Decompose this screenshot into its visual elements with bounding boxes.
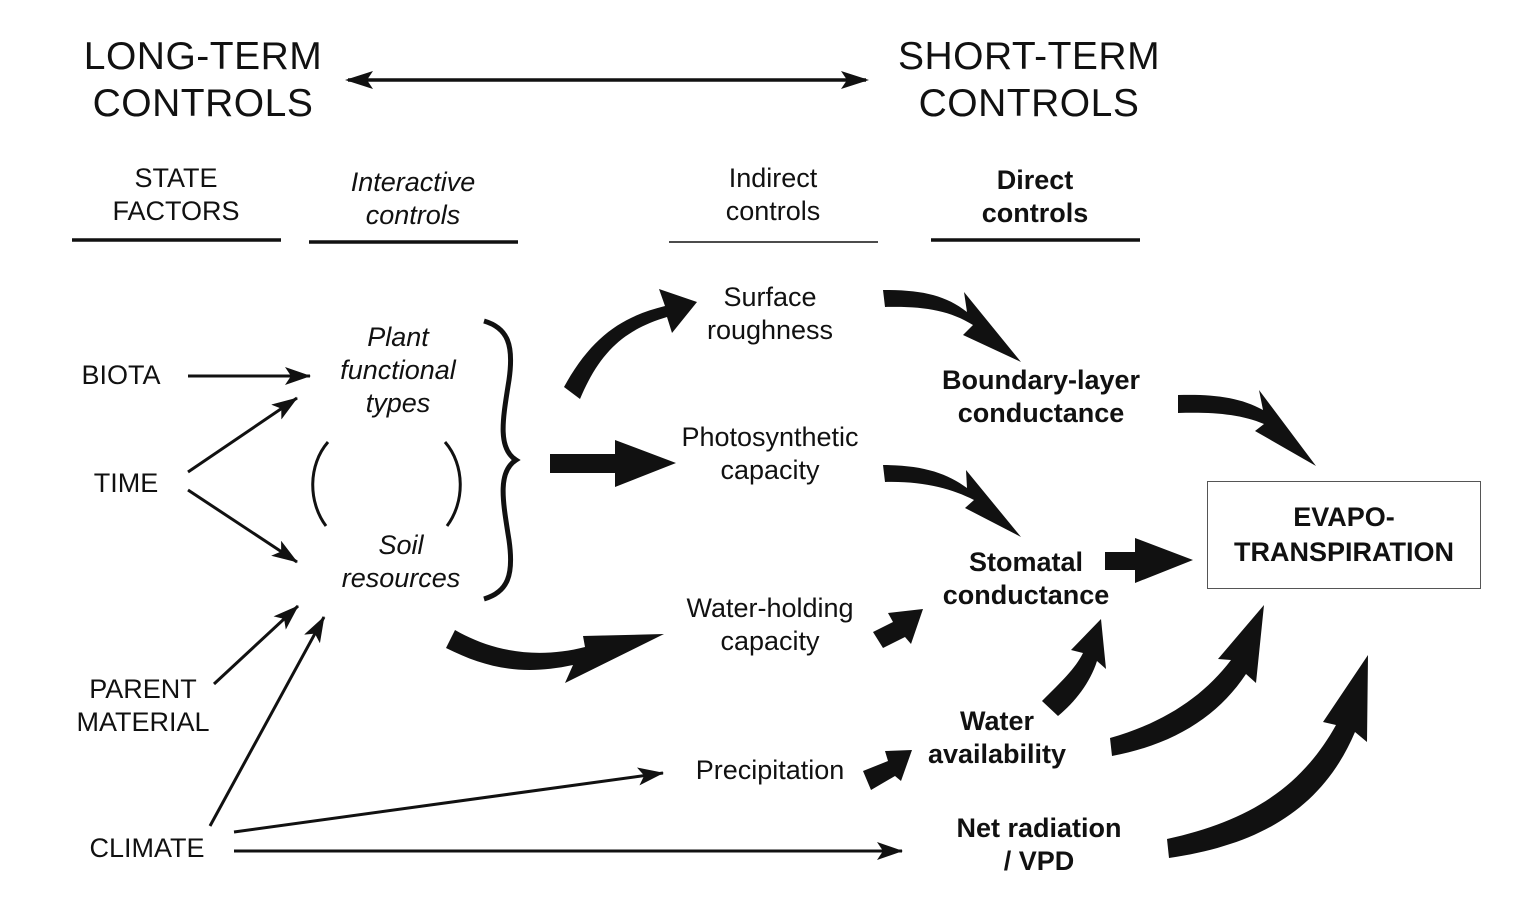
right-paren <box>443 441 462 527</box>
short-term-controls-title: SHORT-TERM CONTROLS <box>898 34 1160 128</box>
water-availability-line-2: availability <box>927 738 1067 769</box>
indirect-controls-header: Indirect controls <box>726 162 821 228</box>
arrow-climate-soil <box>208 616 326 827</box>
interactive-controls-line-1: Interactive <box>350 167 476 197</box>
stomatal-conductance-label: Stomatal conductance <box>943 546 1110 612</box>
stomatal-conductance-line-2: conductance <box>942 579 1110 610</box>
long-term-line-2: CONTROLS <box>92 81 314 125</box>
long-term-controls-title: LONG-TERM CONTROLS <box>84 34 323 128</box>
boundary-layer-conductance-line-1: Boundary-layer <box>941 365 1141 395</box>
state-factors-line-2: FACTORS <box>112 195 240 226</box>
evapotranspiration-line-2: TRANSPIRATION <box>1234 537 1454 567</box>
thick-arrow-water-availability-stomatal <box>1042 619 1106 716</box>
water-holding-capacity-label: Water-holding capacity <box>686 592 853 658</box>
plant-functional-types-label: Plant functional types <box>340 321 456 420</box>
boundary-layer-conductance-line-2: conductance <box>957 397 1125 428</box>
soil-resources-line-1: Soil <box>378 530 424 560</box>
thick-arrow-photosynthetic-stomatal <box>883 465 1021 537</box>
surface-roughness-line-2: roughness <box>706 314 834 345</box>
thick-arrow-soil-water-holding <box>446 630 664 683</box>
biota-label: BIOTA <box>81 360 161 390</box>
arrow-time-plant-types <box>187 396 298 474</box>
plant-functional-types-line-2: functional <box>340 354 456 385</box>
parent-material-line-2: MATERIAL <box>76 706 210 737</box>
surface-roughness-label: Surface roughness <box>707 281 833 347</box>
short-term-line-1: SHORT-TERM <box>897 35 1161 78</box>
thick-arrow-net-radiation-evapotranspiration <box>1167 655 1368 858</box>
left-paren <box>311 441 330 527</box>
indirect-controls-line-2: controls <box>725 195 821 226</box>
state-factors-header: STATE FACTORS <box>112 162 239 228</box>
net-radiation-vpd-line-2: / VPD <box>1003 845 1075 876</box>
parent-material-line-1: PARENT <box>89 674 197 704</box>
thick-arrow-boundary-layer-evapotranspiration <box>1178 390 1316 466</box>
arrow-time-soil-resources <box>187 488 298 564</box>
short-term-line-2: CONTROLS <box>918 81 1140 125</box>
long-term-line-1: LONG-TERM <box>83 35 323 78</box>
time-label: TIME <box>93 468 159 498</box>
stomatal-conductance-line-1: Stomatal <box>968 547 1084 577</box>
net-radiation-vpd-line-1: Net radiation <box>956 813 1122 843</box>
thick-arrow-interactive-photosynthetic <box>550 440 676 487</box>
interactive-brace <box>483 318 521 602</box>
arrow-parent-material-soil <box>212 604 300 686</box>
thick-arrow-roughness-boundary-layer <box>883 290 1021 362</box>
plant-functional-types-line-3: types <box>365 387 431 418</box>
water-holding-capacity-line-2: capacity <box>720 625 820 656</box>
state-factors-line-1: STATE <box>134 163 218 193</box>
water-availability-label: Water availability <box>928 705 1066 771</box>
thick-arrow-interactive-surface-roughness <box>564 289 697 399</box>
precipitation-label: Precipitation <box>695 755 845 785</box>
net-radiation-vpd-label: Net radiation / VPD <box>956 812 1121 878</box>
soil-resources-line-2: resources <box>341 562 461 593</box>
interactive-controls-line-2: controls <box>365 199 461 230</box>
evapotranspiration-line-1: EVAPO- <box>1293 501 1395 532</box>
direct-controls-line-2: controls <box>981 197 1089 228</box>
thick-arrow-water-holding-stomatal <box>873 609 923 648</box>
indirect-controls-line-1: Indirect <box>728 163 818 193</box>
water-availability-line-1: Water <box>959 706 1035 736</box>
surface-roughness-line-1: Surface <box>723 282 817 312</box>
climate-label: CLIMATE <box>89 833 205 863</box>
water-holding-capacity-line-1: Water-holding <box>686 593 854 623</box>
thick-arrow-precipitation-water-availability <box>863 750 912 790</box>
photosynthetic-capacity-label: Photosynthetic capacity <box>681 421 858 487</box>
plant-functional-types-line-1: Plant <box>367 322 429 352</box>
photosynthetic-capacity-line-1: Photosynthetic <box>681 422 859 452</box>
parent-material-label: PARENT MATERIAL <box>76 673 209 739</box>
thick-arrow-stomatal-evapotranspiration <box>1105 538 1193 583</box>
thick-arrow-water-availability-evapotranspiration <box>1110 605 1264 756</box>
boundary-layer-conductance-label: Boundary-layer conductance <box>942 364 1140 430</box>
evapotranspiration-box: EVAPO- TRANSPIRATION <box>1207 481 1481 589</box>
photosynthetic-capacity-line-2: capacity <box>720 454 820 485</box>
direct-controls-header: Direct controls <box>982 164 1089 230</box>
direct-controls-line-1: Direct <box>996 165 1074 195</box>
interactive-controls-header: Interactive controls <box>351 166 476 232</box>
soil-resources-label: Soil resources <box>342 529 461 595</box>
arrow-climate-precipitation <box>233 767 664 834</box>
